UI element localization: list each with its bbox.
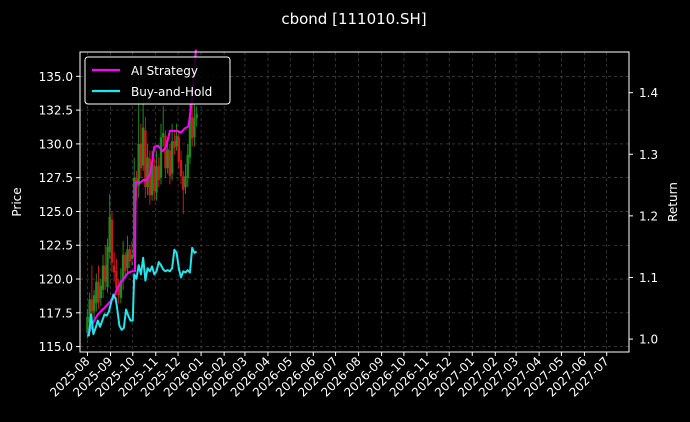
candle-body — [182, 176, 185, 190]
chart-title: cbond [111010.SH] — [281, 10, 426, 28]
candle-body — [112, 265, 116, 273]
candle-body — [141, 127, 145, 166]
candle-body — [128, 249, 131, 262]
candle-body — [119, 280, 123, 298]
candle-body — [157, 165, 160, 181]
candle-body — [139, 143, 143, 169]
series-line-ai-strategy — [86, 49, 197, 336]
right-tick-label: 1.3 — [639, 148, 658, 162]
candle-body — [155, 166, 158, 193]
candle-body — [195, 114, 198, 119]
candle-body — [188, 116, 192, 158]
candle-body — [99, 285, 103, 298]
plot-frame — [79, 51, 630, 353]
price-candles — [86, 76, 198, 339]
candle-body — [115, 270, 118, 289]
legend-label-buy-and-hold: Buy-and-Hold — [131, 85, 212, 99]
legend-label-ai-strategy: AI Strategy — [131, 64, 198, 78]
candle-body — [153, 165, 156, 192]
left-tick-label: 122.5 — [39, 239, 73, 253]
candle-body — [110, 219, 114, 263]
candle-body — [97, 281, 100, 302]
candle-body — [121, 254, 125, 282]
return-series — [86, 49, 198, 337]
right-tick-label: 1.4 — [639, 86, 658, 100]
candle-body — [162, 133, 165, 138]
candle-body — [137, 143, 140, 186]
candle-body — [86, 316, 89, 334]
left-tick-label: 115.0 — [39, 340, 73, 354]
candle-body — [190, 116, 194, 139]
candle-body — [130, 254, 134, 259]
candle-body — [106, 246, 109, 288]
candle-body — [170, 141, 174, 174]
candle-body — [146, 157, 149, 188]
candle-body — [166, 149, 169, 169]
right-y-axis: 1.0 1.1 1.2 1.3 1.4 — [629, 86, 658, 347]
legend-box — [84, 56, 231, 105]
left-tick-label: 127.5 — [39, 171, 73, 185]
right-axis-label: Return — [666, 182, 680, 222]
candle-body — [184, 176, 187, 188]
left-tick-label: 120.0 — [39, 273, 73, 287]
left-tick-label: 125.0 — [39, 205, 73, 219]
left-tick-label: 132.5 — [39, 104, 73, 118]
candle-body — [90, 299, 94, 312]
candle-body — [168, 150, 172, 177]
candle-body — [88, 299, 91, 323]
candle-body — [95, 281, 98, 304]
candle-body — [164, 135, 167, 169]
candle-body — [177, 137, 181, 162]
left-axis-label: Price — [10, 187, 24, 216]
candle-body — [175, 135, 178, 147]
right-tick-label: 1.0 — [639, 333, 658, 347]
candle-body — [92, 295, 96, 312]
candle-body — [193, 118, 196, 138]
candle-body — [150, 164, 154, 196]
candle-body — [144, 130, 147, 188]
candle-body — [124, 254, 127, 271]
left-y-axis: 115.0 117.5 120.0 122.5 125.0 127.5 130.0 132.5… — [39, 70, 80, 354]
left-tick-label: 135.0 — [39, 70, 73, 84]
candle-body — [117, 285, 120, 296]
right-tick-label: 1.1 — [639, 271, 658, 285]
candle-body — [173, 141, 176, 148]
candle-body — [108, 216, 111, 252]
candle-body — [133, 177, 136, 258]
candle-body — [104, 265, 107, 282]
right-tick-label: 1.2 — [639, 209, 658, 223]
candle-body — [179, 160, 183, 177]
left-tick-label: 130.0 — [39, 137, 73, 151]
candle-body — [159, 137, 163, 178]
series-line-buy-and-hold — [87, 246, 198, 337]
candle-body — [186, 154, 189, 178]
candle-body — [148, 158, 152, 196]
legend: AI Strategy Buy-and-Hold — [84, 56, 231, 105]
candle-body — [126, 249, 129, 269]
candle-body — [101, 265, 105, 290]
left-tick-label: 117.5 — [39, 306, 73, 320]
